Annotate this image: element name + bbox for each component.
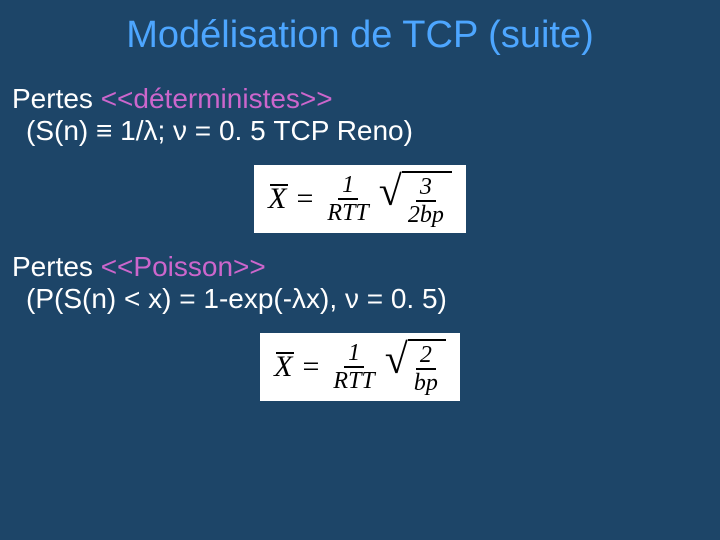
deterministic-heading: Pertes <<déterministes>> (12, 83, 708, 115)
section-poisson: Pertes <<Poisson>> (P(S(n) < x) = 1-exp(… (0, 251, 720, 315)
pertes-label: Pertes (12, 83, 101, 114)
formula2-sqrt-body: 2 bp (408, 339, 446, 395)
formula2-sqrt: √ 2 bp (385, 339, 446, 395)
formula1-frac1-den: RTT (323, 200, 372, 225)
formula1-frac2-num: 3 (416, 175, 436, 202)
formula2-frac1-den: RTT (329, 368, 378, 393)
formula2-frac1-num: 1 (344, 341, 364, 368)
formula2-frac2: 2 bp (410, 343, 442, 395)
pertes-label: Pertes (12, 251, 101, 282)
formula1-sqrt: √ 3 2bp (379, 171, 452, 227)
formula1-frac1: 1 RTT (323, 173, 372, 225)
formula1-box: X = 1 RTT √ 3 2bp (254, 165, 466, 233)
poisson-heading: Pertes <<Poisson>> (12, 251, 708, 283)
equals-sign: = (292, 182, 317, 216)
formula2-lhs: X (274, 350, 292, 384)
formula1: X = 1 RTT √ 3 2bp (268, 171, 452, 227)
formula2-frac2-num: 2 (416, 343, 436, 370)
formula2: X = 1 RTT √ 2 bp (274, 339, 446, 395)
deterministic-highlight: <<déterministes>> (101, 83, 333, 114)
formula2-frac1: 1 RTT (329, 341, 378, 393)
equals-sign: = (298, 350, 323, 384)
formula1-container: X = 1 RTT √ 3 2bp (0, 165, 720, 233)
section-deterministic: Pertes <<déterministes>> (S(n) ≡ 1/λ; ν … (0, 83, 720, 147)
formula1-frac1-num: 1 (338, 173, 358, 200)
formula2-container: X = 1 RTT √ 2 bp (0, 333, 720, 401)
poisson-highlight: <<Poisson>> (101, 251, 266, 282)
deterministic-detail: (S(n) ≡ 1/λ; ν = 0. 5 TCP Reno) (26, 115, 708, 147)
formula2-box: X = 1 RTT √ 2 bp (260, 333, 460, 401)
formula2-frac2-den: bp (410, 370, 442, 395)
sqrt-icon: √ (379, 174, 402, 230)
formula1-lhs: X (268, 182, 286, 216)
formula1-frac2-den: 2bp (404, 202, 448, 227)
sqrt-icon: √ (385, 342, 408, 398)
formula1-frac2: 3 2bp (404, 175, 448, 227)
slide-title: Modélisation de TCP (suite) (0, 0, 720, 65)
poisson-detail: (P(S(n) < x) = 1-exp(-λx), ν = 0. 5) (26, 283, 708, 315)
formula1-sqrt-body: 3 2bp (402, 171, 452, 227)
